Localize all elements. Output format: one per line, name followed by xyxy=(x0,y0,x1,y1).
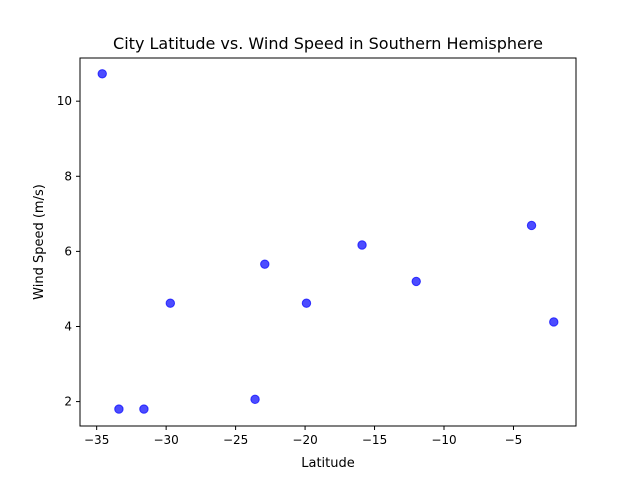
plot-area-frame xyxy=(79,57,577,427)
y-tick-label: 4 xyxy=(64,319,72,333)
x-tick-label: −10 xyxy=(431,433,456,447)
scatter-point xyxy=(301,298,312,308)
scatter-point xyxy=(97,69,107,79)
y-tick-label: 10 xyxy=(57,94,72,108)
scatter-point xyxy=(165,298,176,308)
x-tick-label: −30 xyxy=(153,433,178,447)
y-axis-ticks: 2 4 6 8 10 xyxy=(57,94,80,409)
x-tick-label: −20 xyxy=(292,433,317,447)
y-axis-label: Wind Speed (m/s) xyxy=(32,184,47,300)
points-layer xyxy=(97,69,559,414)
scatter-point xyxy=(549,317,559,327)
x-tick-label: −15 xyxy=(362,433,387,447)
y-tick-label: 2 xyxy=(64,395,72,409)
scatter-point xyxy=(526,220,537,231)
scatter-point xyxy=(411,276,421,287)
scatter-point xyxy=(250,394,260,405)
scatter-point xyxy=(139,404,149,414)
scatter-point xyxy=(357,240,367,250)
scatter-point xyxy=(260,259,270,269)
x-tick-label: −25 xyxy=(223,433,248,447)
x-axis-ticks: −35 −30 −25 −20 −15 −10 −5 xyxy=(84,426,522,447)
x-axis-label: Latitude xyxy=(301,456,355,471)
x-tick-label: −5 xyxy=(505,433,523,447)
scatter-point xyxy=(114,404,124,414)
x-tick-label: −35 xyxy=(84,433,109,447)
chart-title: City Latitude vs. Wind Speed in Southern… xyxy=(113,34,543,53)
y-tick-label: 8 xyxy=(64,169,72,183)
y-tick-label: 6 xyxy=(64,244,72,258)
